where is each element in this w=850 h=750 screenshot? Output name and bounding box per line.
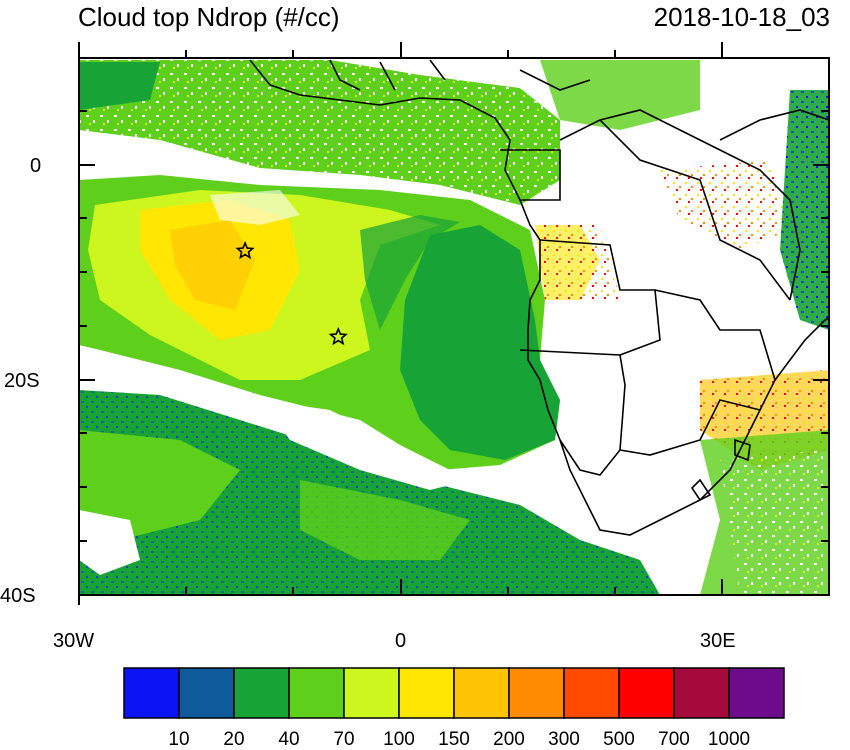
colorbar-label: 20 [223,729,245,750]
y-tick-label-20s: 20S [4,370,40,392]
colorbar-swatch [343,667,400,719]
colorbar-label: 500 [603,729,635,750]
colorbar-swatch [398,667,455,719]
star-marker-north [235,240,255,260]
coastlines [249,59,829,536]
x-tick-label-0: 0 [395,630,407,652]
colorbar-swatch [123,667,180,719]
colorbar-label: 200 [493,729,525,750]
colorbar [123,667,785,719]
colorbar-label: 1000 [707,729,751,750]
y-tick-label-40s: 40S [0,585,36,607]
x-tick-label-30w: 30W [53,630,95,652]
axis-ticks [78,42,829,605]
data-field [79,58,829,595]
map-title: Cloud top Ndrop (#/cc) [78,2,340,32]
x-tick-label-30e: 30E [700,630,736,652]
colorbar-label: 100 [383,729,415,750]
y-tick-label-0: 0 [30,155,42,177]
colorbar-swatch [728,667,785,719]
colorbar-label: 150 [438,729,470,750]
colorbar-swatch [233,667,290,719]
colorbar-swatch [178,667,235,719]
colorbar-swatch [508,667,565,719]
markers [235,240,348,346]
colorbar-swatch [618,667,675,719]
colorbar-label: 10 [168,729,190,750]
colorbar-label: 300 [548,729,580,750]
colorbar-label: 700 [658,729,690,750]
map-timestamp: 2018-10-18_03 [653,2,830,32]
star-marker-south [328,326,348,346]
colorbar-swatch [673,667,730,719]
colorbar-label: 40 [278,729,300,750]
colorbar-swatch [288,667,345,719]
colorbar-swatch [563,667,620,719]
colorbar-swatch [453,667,510,719]
colorbar-label: 70 [333,729,355,750]
